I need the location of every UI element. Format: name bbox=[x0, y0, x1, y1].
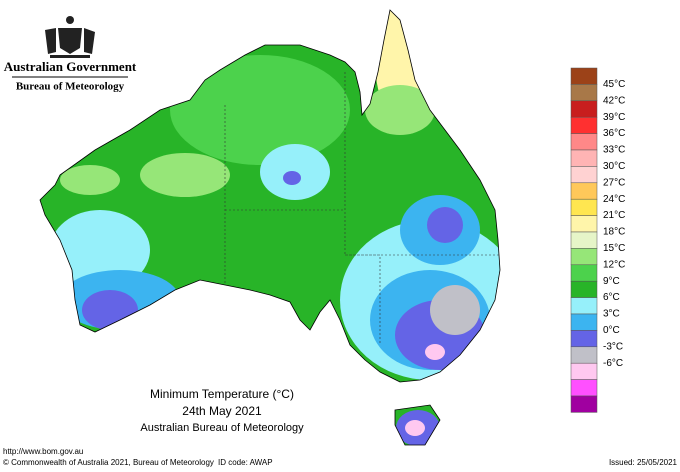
map-date: 24th May 2021 bbox=[182, 404, 262, 418]
legend-label: -6°C bbox=[603, 358, 623, 369]
legend-label: 6°C bbox=[603, 292, 620, 303]
legend-label: 9°C bbox=[603, 276, 620, 287]
state-borders bbox=[224, 72, 500, 345]
footer-copyright: © Commonwealth of Australia 2021, Bureau… bbox=[3, 458, 214, 467]
legend-swatch bbox=[570, 379, 598, 397]
coat-of-arms bbox=[45, 16, 95, 58]
legend-label: 15°C bbox=[603, 243, 625, 254]
legend-swatch bbox=[570, 248, 598, 266]
legend-swatch bbox=[570, 395, 598, 413]
legend: 45°C 42°C 39°C 36°C 33°C 30°C 27°C 24°C 21°C 18°C… bbox=[570, 67, 625, 413]
map-source: Australian Bureau of Meteorology bbox=[140, 422, 304, 434]
footer-id: ID code: AWAP bbox=[218, 458, 273, 467]
legend-label: 45°C bbox=[603, 79, 625, 90]
legend-swatch bbox=[570, 346, 598, 364]
legend-swatch bbox=[570, 264, 598, 282]
legend-label: 3°C bbox=[603, 309, 620, 320]
legend-label: 21°C bbox=[603, 210, 625, 221]
legend-label: 42°C bbox=[603, 95, 625, 106]
legend-label: 18°C bbox=[603, 227, 625, 238]
footer-issued: Issued: 25/05/2021 bbox=[609, 458, 678, 467]
legend-swatch bbox=[570, 116, 598, 134]
legend-label: 33°C bbox=[603, 145, 625, 156]
legend-swatch bbox=[570, 182, 598, 200]
legend-swatch bbox=[570, 67, 598, 85]
legend-label: -3°C bbox=[603, 341, 623, 352]
legend-swatch bbox=[570, 100, 598, 118]
legend-label: 12°C bbox=[603, 259, 625, 270]
legend-swatch bbox=[570, 297, 598, 315]
legend-swatch bbox=[570, 198, 598, 216]
legend-swatch bbox=[570, 313, 598, 331]
bureau: Bureau of Meteorology bbox=[16, 81, 125, 93]
legend-label: 39°C bbox=[603, 112, 625, 123]
legend-label: 27°C bbox=[603, 177, 625, 188]
legend-swatch bbox=[570, 215, 598, 233]
legend-swatch bbox=[570, 330, 598, 348]
coastline bbox=[39, 9, 501, 446]
legend-swatch bbox=[570, 166, 598, 184]
legend-label: 0°C bbox=[603, 325, 620, 336]
legend-label: 24°C bbox=[603, 194, 625, 205]
legend-swatch bbox=[570, 84, 598, 102]
legend-label: 36°C bbox=[603, 128, 625, 139]
map-title: Minimum Temperature (°C) bbox=[150, 387, 294, 401]
legend-swatch bbox=[570, 149, 598, 167]
footer-url: http://www.bom.gov.au bbox=[3, 447, 83, 456]
legend-swatch bbox=[570, 362, 598, 380]
government: Australian Government bbox=[4, 59, 137, 74]
legend-swatch bbox=[570, 133, 598, 151]
legend-swatch bbox=[570, 231, 598, 249]
legend-label: 30°C bbox=[603, 161, 625, 172]
legend-swatch bbox=[570, 280, 598, 298]
